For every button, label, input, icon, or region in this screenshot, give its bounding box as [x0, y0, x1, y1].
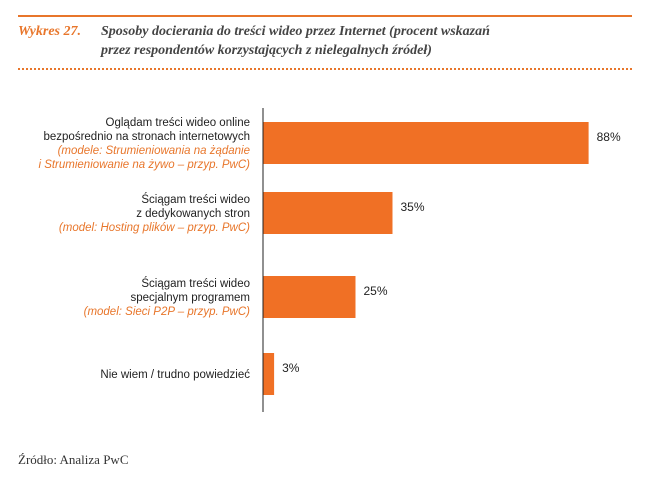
figure-label: Wykres 27. [18, 24, 81, 39]
category-label-4-line-1: Nie wiem / trudno powiedzieć [100, 369, 250, 381]
source-note: Źródło: Analiza PwC [18, 452, 129, 467]
figure-title-line-1: Sposoby docierania do treści wideo przez… [101, 24, 490, 39]
bar-2 [263, 192, 393, 234]
category-label-3-line-2: specjalnym programem [130, 292, 250, 304]
title-top-rule [18, 15, 632, 17]
bar-3 [263, 276, 356, 318]
category-label-2-line-1: Ściągam treści wideo [141, 193, 250, 206]
category-label-2-line-2: z dedykowanych stron [136, 208, 250, 220]
figure-title-line-2: przez respondentów korzystających z niel… [101, 43, 432, 58]
value-label-1: 88% [597, 130, 621, 144]
bar-1 [263, 122, 589, 164]
category-note-1-line-4: i Strumieniowanie na żywo – przyp. PwC) [38, 159, 250, 171]
bar-4 [263, 353, 275, 395]
category-note-1-line-3: (modele: Strumieniowania na żądanie [58, 145, 250, 157]
category-label-3-line-1: Ściągam treści wideo [141, 277, 250, 290]
category-note-3-line-3: (model: Sieci P2P – przyp. PwC) [84, 306, 251, 318]
category-label-1-line-1: Oglądam treści wideo online [106, 117, 250, 129]
category-label-1-line-2: bezpośrednio na stronach internetowych [44, 131, 251, 143]
title-dotted-rule [18, 68, 632, 70]
category-note-2-line-3: (model: Hosting plików – przyp. PwC) [59, 222, 250, 234]
value-label-4: 3% [282, 361, 300, 375]
value-label-3: 25% [364, 284, 388, 298]
value-label-2: 35% [401, 200, 425, 214]
figure-title: Sposoby docierania do treści wideo przez… [101, 22, 621, 60]
